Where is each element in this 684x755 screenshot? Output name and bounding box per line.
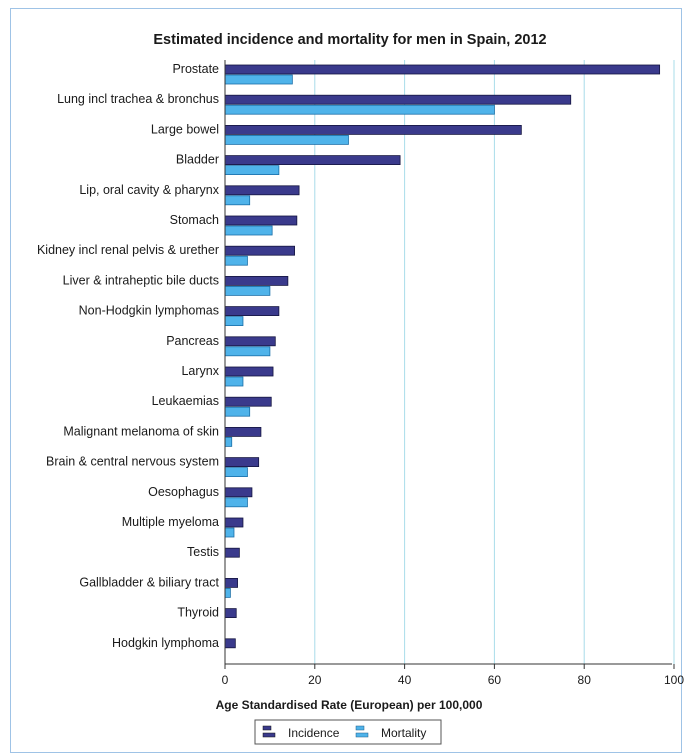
legend-incidence-swatch [262,725,276,738]
category-label: Thyroid [177,606,219,620]
legend-mortality-swatch [355,725,369,738]
category-label: Non-Hodgkin lymphomas [79,304,219,318]
incidence-bar [224,396,272,407]
mortality-bar [224,165,280,176]
x-tick-label: 0 [222,673,229,687]
category-label: Leukaemias [152,394,219,408]
category-label: Pancreas [166,334,219,348]
incidence-bar [224,185,300,196]
mortality-bar [224,497,248,508]
x-tick-label: 40 [398,673,412,687]
category-label: Lip, oral cavity & pharynx [79,183,219,197]
incidence-bar [224,366,274,377]
mortality-bar [224,195,251,206]
incidence-bar [224,638,236,649]
category-label: Lung incl trachea & bronchus [57,92,219,106]
category-label: Multiple myeloma [122,515,219,529]
category-label: Larynx [181,364,219,378]
x-tick-label: 100 [664,673,684,687]
incidence-bar [224,578,238,588]
mortality-bar [224,285,271,296]
mortality-bar [224,436,233,447]
incidence-bar [224,547,240,558]
incidence-bar [224,426,262,437]
x-axis-ticks: 0 20 40 60 80 100 [222,664,684,687]
category-label: Hodgkin lymphoma [112,636,219,650]
incidence-bar [224,215,298,226]
category-label: Stomach [170,213,219,227]
incidence-bar [224,336,276,347]
legend-mortality-label: Mortality [381,726,426,740]
incidence-bar [224,487,253,498]
mortality-bar [224,316,244,327]
mortality-bar [224,225,273,236]
category-label: Brain & central nervous system [46,455,219,469]
incidence-bar [224,517,244,528]
grid-lines [314,60,675,664]
legend: Incidence Mortality [254,719,442,745]
category-label: Kidney incl renal pelvis & urether [37,243,219,257]
incidence-bar [224,125,522,135]
x-axis-title: Age Standardised Rate (European) per 100… [216,698,483,712]
bars-group [224,64,661,649]
mortality-bar [224,376,244,387]
mortality-bar [224,467,248,478]
mortality-bar [224,134,349,145]
category-label: Bladder [176,153,219,167]
mortality-bar [224,346,271,357]
incidence-bar [224,64,661,75]
legend-box [254,719,442,745]
incidence-bar [224,245,295,256]
category-label: Liver & intraheptic bile ducts [63,273,219,287]
mortality-bar [224,74,293,85]
category-label: Large bowel [151,122,219,136]
legend-incidence-label: Incidence [288,726,340,740]
x-tick-label: 80 [578,673,592,687]
category-label: Oesophagus [148,485,219,499]
incidence-bar [224,608,237,618]
category-labels: Prostate Lung incl trachea & bronchus Larg… [37,62,220,650]
incidence-bar [224,155,401,166]
mortality-bar [224,406,251,417]
incidence-bar [224,457,260,468]
category-label: Prostate [172,62,219,76]
x-tick-label: 20 [308,673,322,687]
incidence-bar [224,306,280,317]
incidence-bar [224,94,572,105]
category-label: Gallbladder & biliary tract [79,575,219,589]
incidence-bar [224,275,289,286]
mortality-bar [224,255,248,266]
mortality-bar [224,527,235,538]
category-label: Malignant melanoma of skin [63,424,219,438]
category-label: Testis [187,545,219,559]
x-tick-label: 60 [488,673,502,687]
mortality-bar [224,588,231,598]
chart-title: Estimated incidence and mortality for me… [153,32,546,48]
mortality-bar [224,104,495,115]
